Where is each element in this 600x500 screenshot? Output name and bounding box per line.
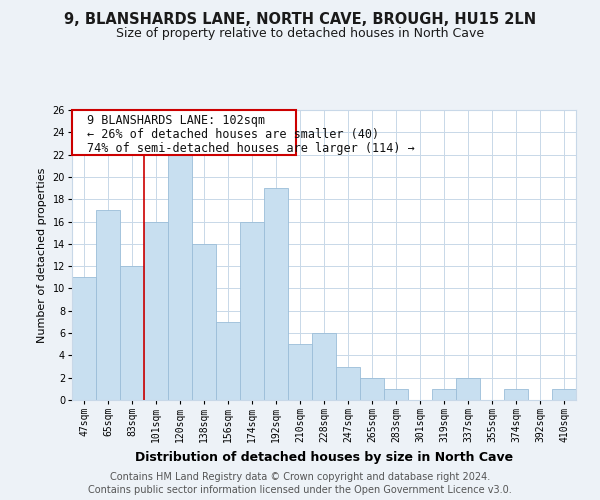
Bar [144, 222, 168, 400]
Bar [552, 389, 576, 400]
FancyBboxPatch shape [72, 110, 296, 155]
Text: Contains public sector information licensed under the Open Government Licence v3: Contains public sector information licen… [88, 485, 512, 495]
Bar [504, 389, 528, 400]
Bar [72, 278, 96, 400]
Bar [264, 188, 288, 400]
Bar [360, 378, 384, 400]
Text: Size of property relative to detached houses in North Cave: Size of property relative to detached ho… [116, 28, 484, 40]
Text: Contains HM Land Registry data © Crown copyright and database right 2024.: Contains HM Land Registry data © Crown c… [110, 472, 490, 482]
Bar [96, 210, 120, 400]
Bar [192, 244, 216, 400]
Bar [120, 266, 144, 400]
Bar [312, 333, 336, 400]
Text: 9, BLANSHARDS LANE, NORTH CAVE, BROUGH, HU15 2LN: 9, BLANSHARDS LANE, NORTH CAVE, BROUGH, … [64, 12, 536, 28]
Bar [216, 322, 240, 400]
Bar [456, 378, 480, 400]
Y-axis label: Number of detached properties: Number of detached properties [37, 168, 47, 342]
Bar [240, 222, 264, 400]
Bar [168, 154, 192, 400]
Text: ← 26% of detached houses are smaller (40): ← 26% of detached houses are smaller (40… [87, 128, 379, 141]
Bar [288, 344, 312, 400]
Bar [384, 389, 408, 400]
X-axis label: Distribution of detached houses by size in North Cave: Distribution of detached houses by size … [135, 450, 513, 464]
Bar [336, 366, 360, 400]
Text: 9 BLANSHARDS LANE: 102sqm: 9 BLANSHARDS LANE: 102sqm [87, 114, 265, 128]
Bar [432, 389, 456, 400]
Text: 74% of semi-detached houses are larger (114) →: 74% of semi-detached houses are larger (… [87, 142, 415, 155]
